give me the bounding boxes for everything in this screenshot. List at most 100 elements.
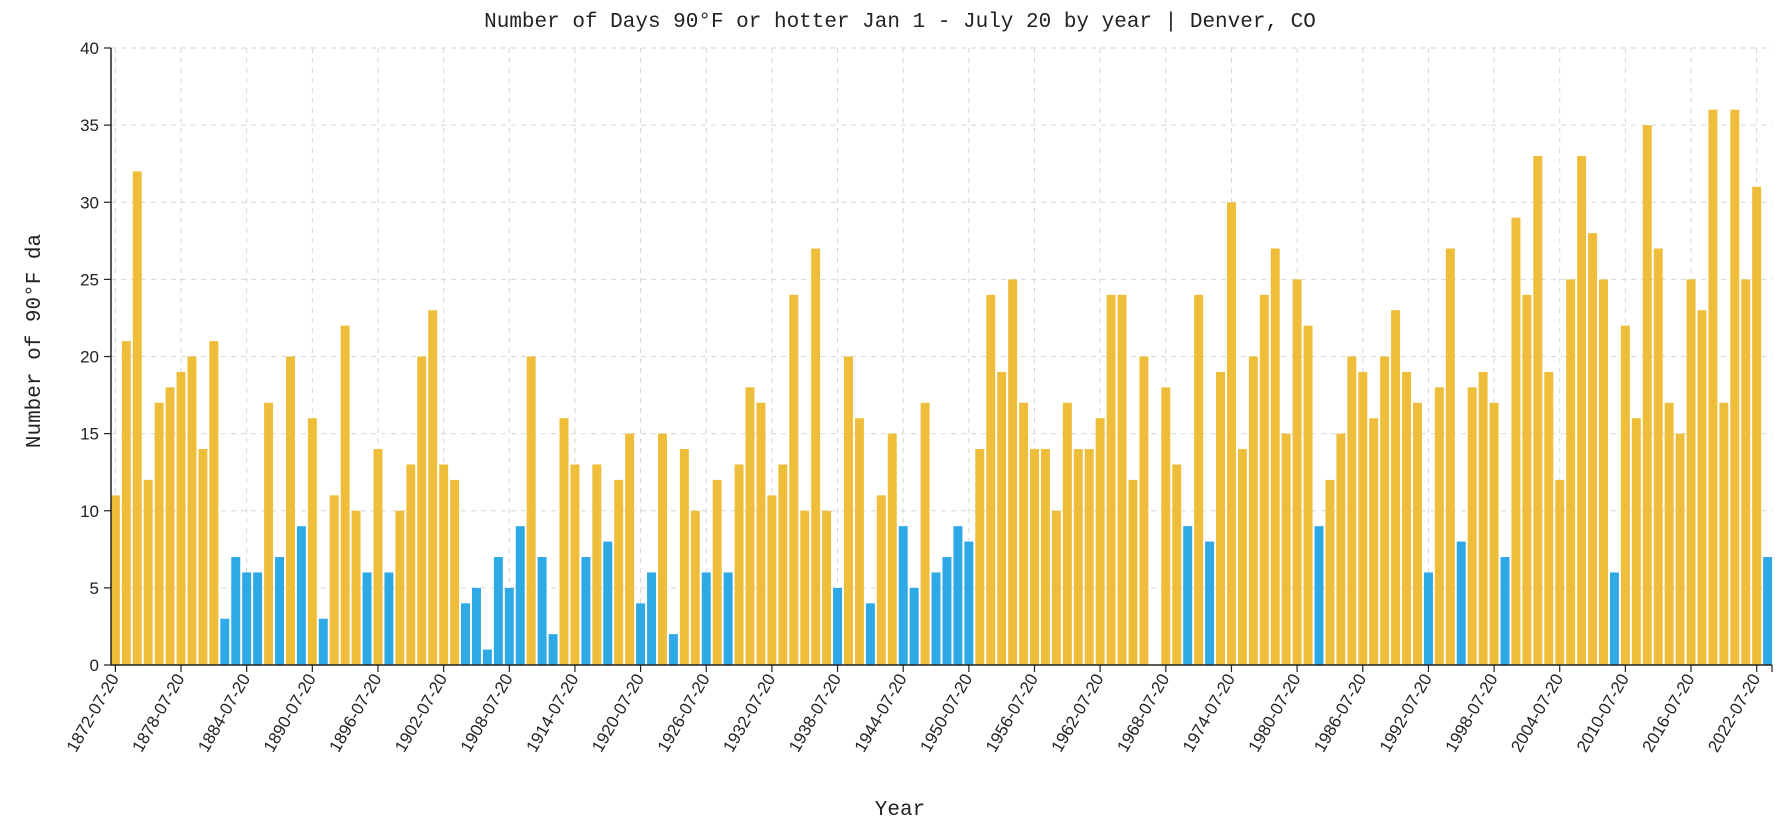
x-tick-label: 1902-07-20: [391, 671, 451, 756]
bar-1883: [231, 557, 241, 665]
x-tick-label: 1914-07-20: [522, 671, 582, 756]
bar-2022: [1752, 186, 1762, 665]
bar-1872: [110, 495, 120, 665]
bar-1915: [581, 557, 591, 665]
x-tick-label: 2022-07-20: [1704, 671, 1764, 756]
bar-1924: [679, 449, 689, 665]
bar-1980: [1292, 279, 1302, 665]
bar-1968: [1161, 387, 1171, 665]
bar-1975: [1237, 449, 1247, 665]
bar-1889: [296, 526, 306, 665]
bar-1900: [417, 356, 427, 665]
bar-1939: [844, 356, 853, 665]
x-tick-label: 1992-07-20: [1376, 671, 1436, 756]
x-tick-label: 1980-07-20: [1245, 671, 1305, 756]
bar-1943: [887, 433, 897, 665]
bar-1985: [1347, 356, 1357, 665]
bar-1877: [165, 387, 175, 665]
bar-1947: [931, 572, 941, 665]
bar-1964: [1117, 294, 1127, 665]
x-tick-label: 1932-07-20: [719, 671, 779, 756]
y-tick-label: 5: [90, 579, 99, 598]
x-tick-label: 1998-07-20: [1442, 671, 1502, 756]
bar-1946: [920, 402, 930, 665]
bar-1922: [657, 433, 667, 665]
bar-1893: [340, 325, 350, 665]
bar-2010: [1620, 325, 1630, 665]
bar-1957: [1040, 449, 1050, 665]
bar-1909: [515, 526, 525, 665]
bar-1978: [1270, 248, 1280, 665]
bar-1888: [285, 356, 295, 665]
bar-2012: [1642, 125, 1652, 665]
bar-1992: [1423, 572, 1433, 665]
bar-1990: [1402, 371, 1412, 665]
y-axis-title: Number of 90°F da: [24, 234, 47, 448]
bar-1874: [132, 171, 142, 665]
bar-1902: [439, 464, 449, 665]
bar-1941: [865, 603, 875, 665]
bar-2005: [1566, 279, 1576, 665]
x-tick-label: 1944-07-20: [851, 671, 911, 756]
bar-1894: [351, 510, 361, 665]
bar-2013: [1653, 248, 1663, 665]
bar-2009: [1609, 572, 1619, 665]
bar-1913: [559, 418, 569, 665]
bar-1890: [307, 418, 317, 665]
bar-1979: [1281, 433, 1291, 665]
x-axis-title: Year: [875, 799, 925, 822]
x-tick-label: 2016-07-20: [1639, 671, 1699, 756]
x-tick-label: 1896-07-20: [326, 671, 386, 756]
bar-1938: [833, 587, 843, 665]
bar-2018: [1708, 109, 1718, 665]
bar-1898: [395, 510, 405, 665]
bar-1918: [614, 479, 624, 665]
bar-1958: [1051, 510, 1061, 665]
bar-1910: [526, 356, 536, 665]
bar-1903: [450, 479, 460, 665]
bar-1933: [778, 464, 788, 665]
bar-2004: [1555, 479, 1565, 665]
bar-1961: [1084, 449, 1094, 665]
bar-1949: [953, 526, 963, 665]
bar-2016: [1686, 279, 1696, 665]
bar-1995: [1456, 541, 1466, 665]
bar-1959: [1062, 402, 1072, 665]
bar-1921: [647, 572, 657, 665]
bar-2007: [1588, 233, 1598, 665]
bar-1944: [898, 526, 908, 665]
y-tick-label: 10: [80, 502, 99, 521]
bar-1965: [1128, 479, 1138, 665]
y-tick-label: 40: [80, 39, 99, 58]
bar-1976: [1248, 356, 1258, 665]
bar-1919: [625, 433, 635, 665]
bar-1994: [1445, 248, 1455, 665]
y-tick-label: 20: [80, 348, 99, 367]
bar-1951: [975, 449, 985, 665]
x-tick-label: 2010-07-20: [1573, 671, 1633, 756]
bar-1920: [636, 603, 646, 665]
y-tick-label: 35: [80, 116, 99, 135]
x-tick-label: 1872-07-20: [63, 671, 123, 756]
bar-1907: [493, 557, 503, 665]
bar-1873: [121, 341, 131, 665]
bar-1954: [1008, 279, 1018, 665]
bar-1971: [1194, 294, 1204, 665]
bar-1981: [1303, 325, 1313, 665]
bar-1932: [767, 495, 777, 665]
bar-1989: [1391, 310, 1401, 665]
bar-1988: [1380, 356, 1390, 665]
bar-1935: [800, 510, 810, 665]
bar-1911: [537, 557, 547, 665]
bar-2006: [1577, 155, 1587, 665]
bar-1977: [1259, 294, 1269, 665]
y-tick-label: 15: [80, 425, 99, 444]
chart-title: Number of Days 90°F or hotter Jan 1 - Ju…: [484, 11, 1316, 34]
bar-2020: [1730, 109, 1740, 665]
bar-1937: [822, 510, 832, 665]
bar-1916: [592, 464, 602, 665]
bar-1991: [1412, 402, 1422, 665]
bar-2008: [1599, 279, 1608, 665]
bar-1927: [712, 479, 722, 665]
